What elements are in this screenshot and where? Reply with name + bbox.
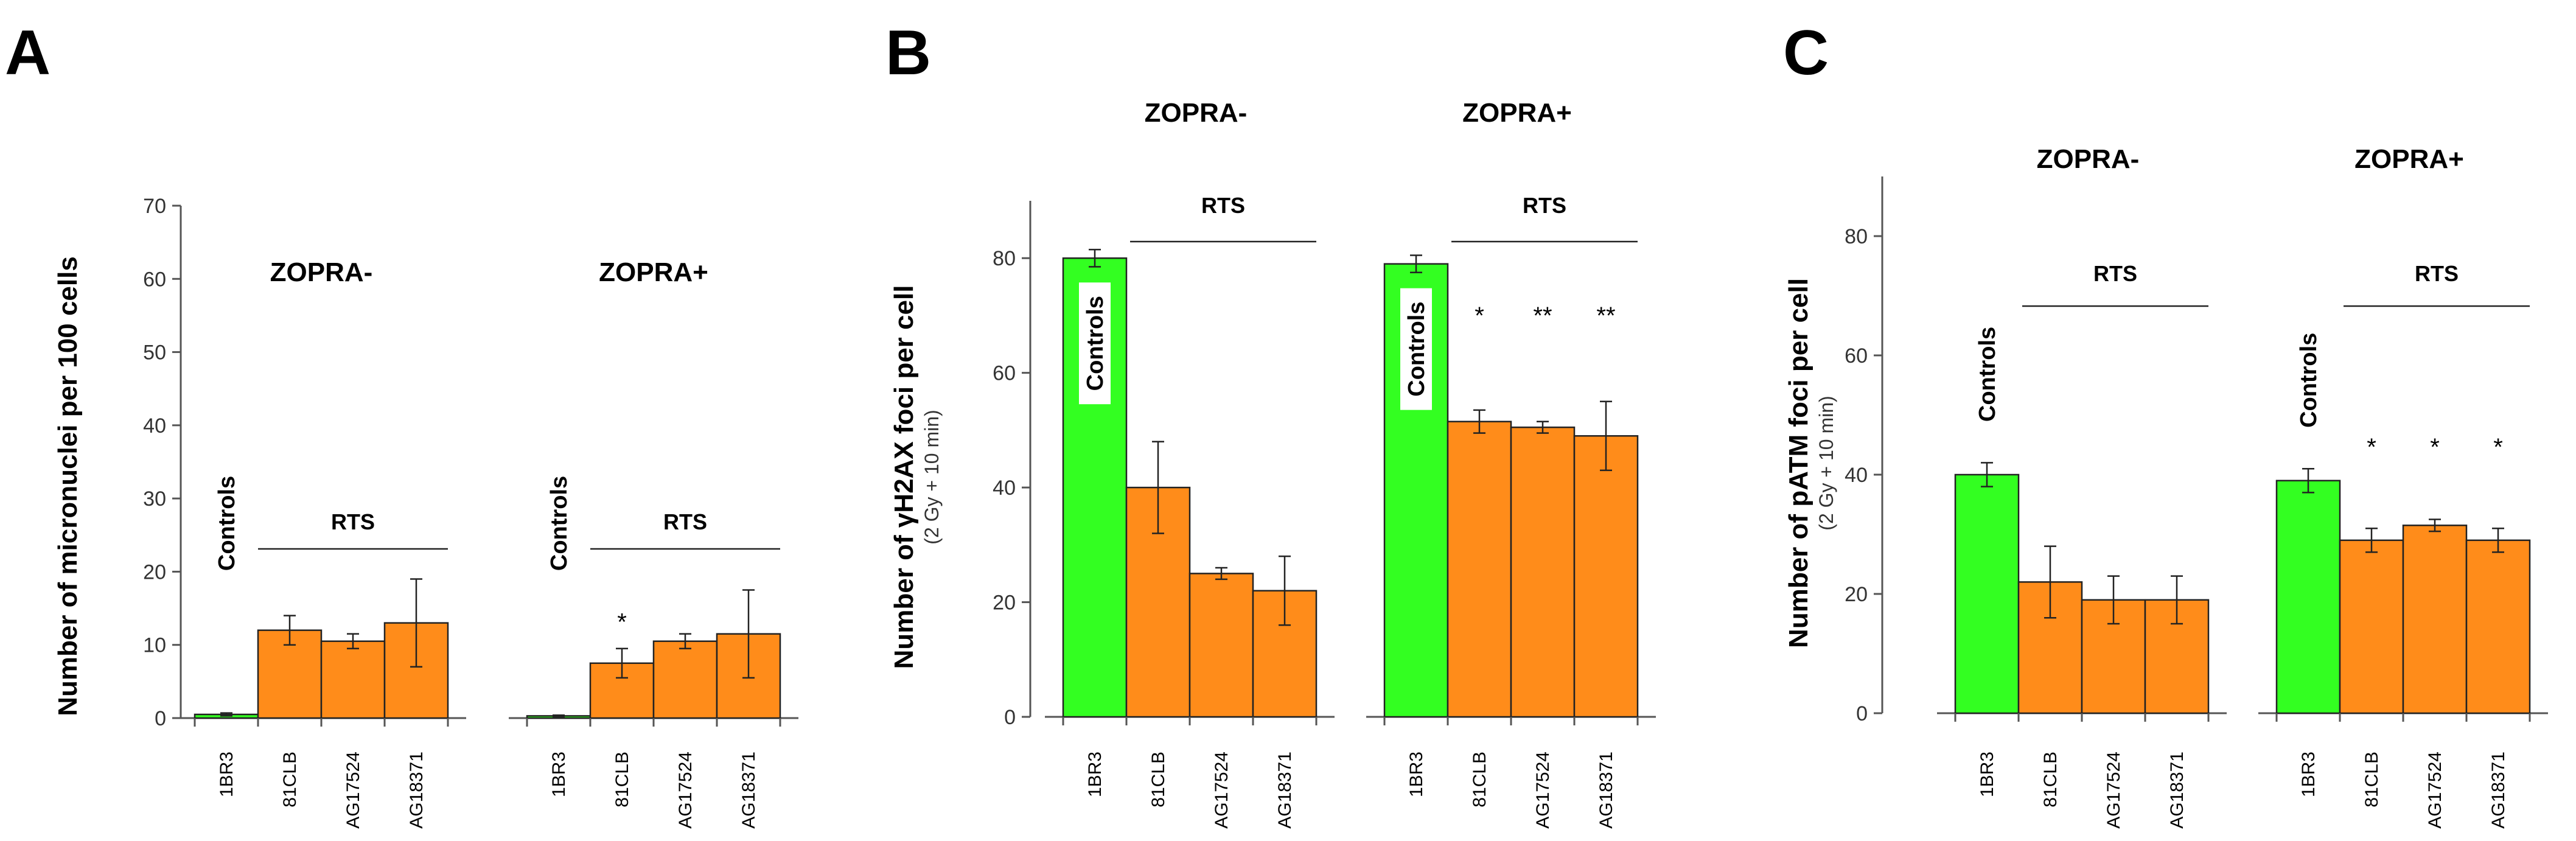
category-label: AG17524 [1533,752,1553,829]
bar [1189,573,1254,718]
category-label: AG17524 [675,752,696,829]
significance-marker: * [2367,434,2376,461]
group-label: ZOPRA- [2037,144,2140,174]
bar [2275,480,2341,714]
category-label: AG17524 [1212,752,1232,829]
category-label: 1BR3 [1977,752,1997,797]
y-tick-label: 70 [143,195,166,218]
bar [320,640,386,719]
category-label: 81CLB [280,752,300,808]
chart-panel-b: B 0 20 40 60 80 Number of γH2AX foci per cell(… [885,18,1656,829]
significance-marker: * [2430,434,2440,461]
category-label: AG18371 [1275,752,1295,829]
significance-marker: * [617,609,627,636]
y-tick-label: 0 [1856,702,1868,725]
panel-letter: B [885,18,931,88]
controls-label-box [1400,288,1432,410]
rts-label: RTS [1201,193,1245,218]
controls-label-box [1079,282,1111,405]
category-label: 81CLB [1148,752,1168,808]
group-label: ZOPRA+ [1462,98,1572,128]
group-label: ZOPRA+ [2354,144,2464,174]
category-label: AG18371 [407,752,427,829]
y-tick-label: 10 [143,634,166,657]
bar-group-zopra-plus: 1BR3 81CLB * AG17524 * AG18371 * ZOPRA+ RTS Contr… [2258,144,2548,829]
category-label: 81CLB [1470,752,1490,808]
y-axis-label: Number of pATM foci per cell [1784,278,1813,648]
y-axis-label: Number of micronuclei per 100 cells [53,256,83,716]
y-tick-label: 60 [1845,344,1868,368]
category-label: 1BR3 [217,752,237,797]
panel-letter: C [1783,18,1829,88]
category-label: AG17524 [343,752,363,829]
y-tick-label: 20 [993,591,1016,615]
controls-label: Controls [1404,302,1429,397]
category-label: AG18371 [2488,752,2508,829]
controls-label: Controls [2296,333,2322,428]
group-label: ZOPRA+ [599,257,708,287]
controls-label: Controls [1083,296,1108,391]
category-label: 1BR3 [549,752,569,797]
y-tick-label: 40 [993,476,1016,500]
significance-marker: * [1475,302,1484,329]
significance-marker: * [2493,434,2503,461]
bar [1954,473,2020,714]
category-label: 81CLB [612,752,632,808]
chart-panel-c: C 0 20 40 60 80 Number of pATM foci per cell (2… [1783,18,2548,829]
y-tick-label: 30 [143,487,166,511]
y-tick-label: 40 [1845,464,1868,487]
rts-label: RTS [663,509,707,534]
category-label: AG18371 [1596,752,1616,829]
bar [1447,420,1512,718]
y-tick-label: 0 [1004,706,1016,729]
y-tick-label: 80 [993,247,1016,270]
bar [652,640,718,719]
category-label: AG18371 [2167,752,2187,829]
category-label: 1BR3 [1085,752,1105,797]
y-tick-label: 60 [143,268,166,291]
rts-label: RTS [2415,261,2459,286]
group-label: ZOPRA- [1145,98,1248,128]
category-label: 81CLB [2362,752,2382,808]
bar-group-zopra-plus: 1BR3 81CLB * AG17524 ** AG18371 ** ZOPRA+ RTS Con… [1366,98,1656,829]
bar-group-zopra-minus: 1BR3 81CLB AG17524 AG18371 ZOPRA- RTS Controls [1937,144,2227,829]
y-tick-label: 40 [143,414,166,438]
rts-label: RTS [331,509,375,534]
significance-marker: ** [1533,302,1552,329]
chart-panel-a: A 0 10 20 30 40 50 60 70 Number of micronuclei pe… [5,18,798,829]
category-label: 1BR3 [2299,752,2319,797]
category-label: AG17524 [2425,752,2445,829]
bar [2402,525,2468,714]
panel-letter: A [5,18,51,88]
y-tick-label: 50 [143,341,166,365]
controls-label: Controls [1975,327,2000,422]
significance-marker: ** [1596,302,1615,329]
y-axis-label: Number of γH2AX foci per cell [889,285,919,669]
y-tick-label: 20 [1845,583,1868,606]
bar-group-zopra-minus: 1BR3 81CLB AG17524 AG18371 ZOPRA- RTS Controls [1045,98,1335,829]
rts-label: RTS [1523,193,1566,218]
bar [1573,435,1639,718]
y-tick-label: 80 [1845,225,1868,248]
bar [1510,426,1576,718]
y-tick-label: 60 [993,362,1016,385]
bar-group-zopra-plus: 1BR3 81CLB * AG17524 AG18371 ZOPRA+ RTS Control… [509,257,798,829]
category-label: 81CLB [2040,752,2061,808]
bar-group-zopra-minus: 1BR3 81CLB AG17524 AG18371 ZOPRA- RTS Controls [176,257,466,829]
category-label: AG18371 [739,752,759,829]
group-label: ZOPRA- [270,257,373,287]
category-label: 1BR3 [1406,752,1426,797]
y-tick-label: 0 [155,707,166,730]
controls-label: Controls [214,476,240,571]
bar [2465,539,2531,714]
y-axis-sublabel: (2 Gy + 10 min) [1815,396,1837,530]
y-axis-sublabel: (2 Gy + 10 min) [921,410,943,544]
controls-label: Controls [546,476,572,571]
y-tick-label: 20 [143,560,166,584]
rts-label: RTS [2093,261,2137,286]
bar [2339,539,2404,714]
category-label: AG17524 [2104,752,2124,829]
